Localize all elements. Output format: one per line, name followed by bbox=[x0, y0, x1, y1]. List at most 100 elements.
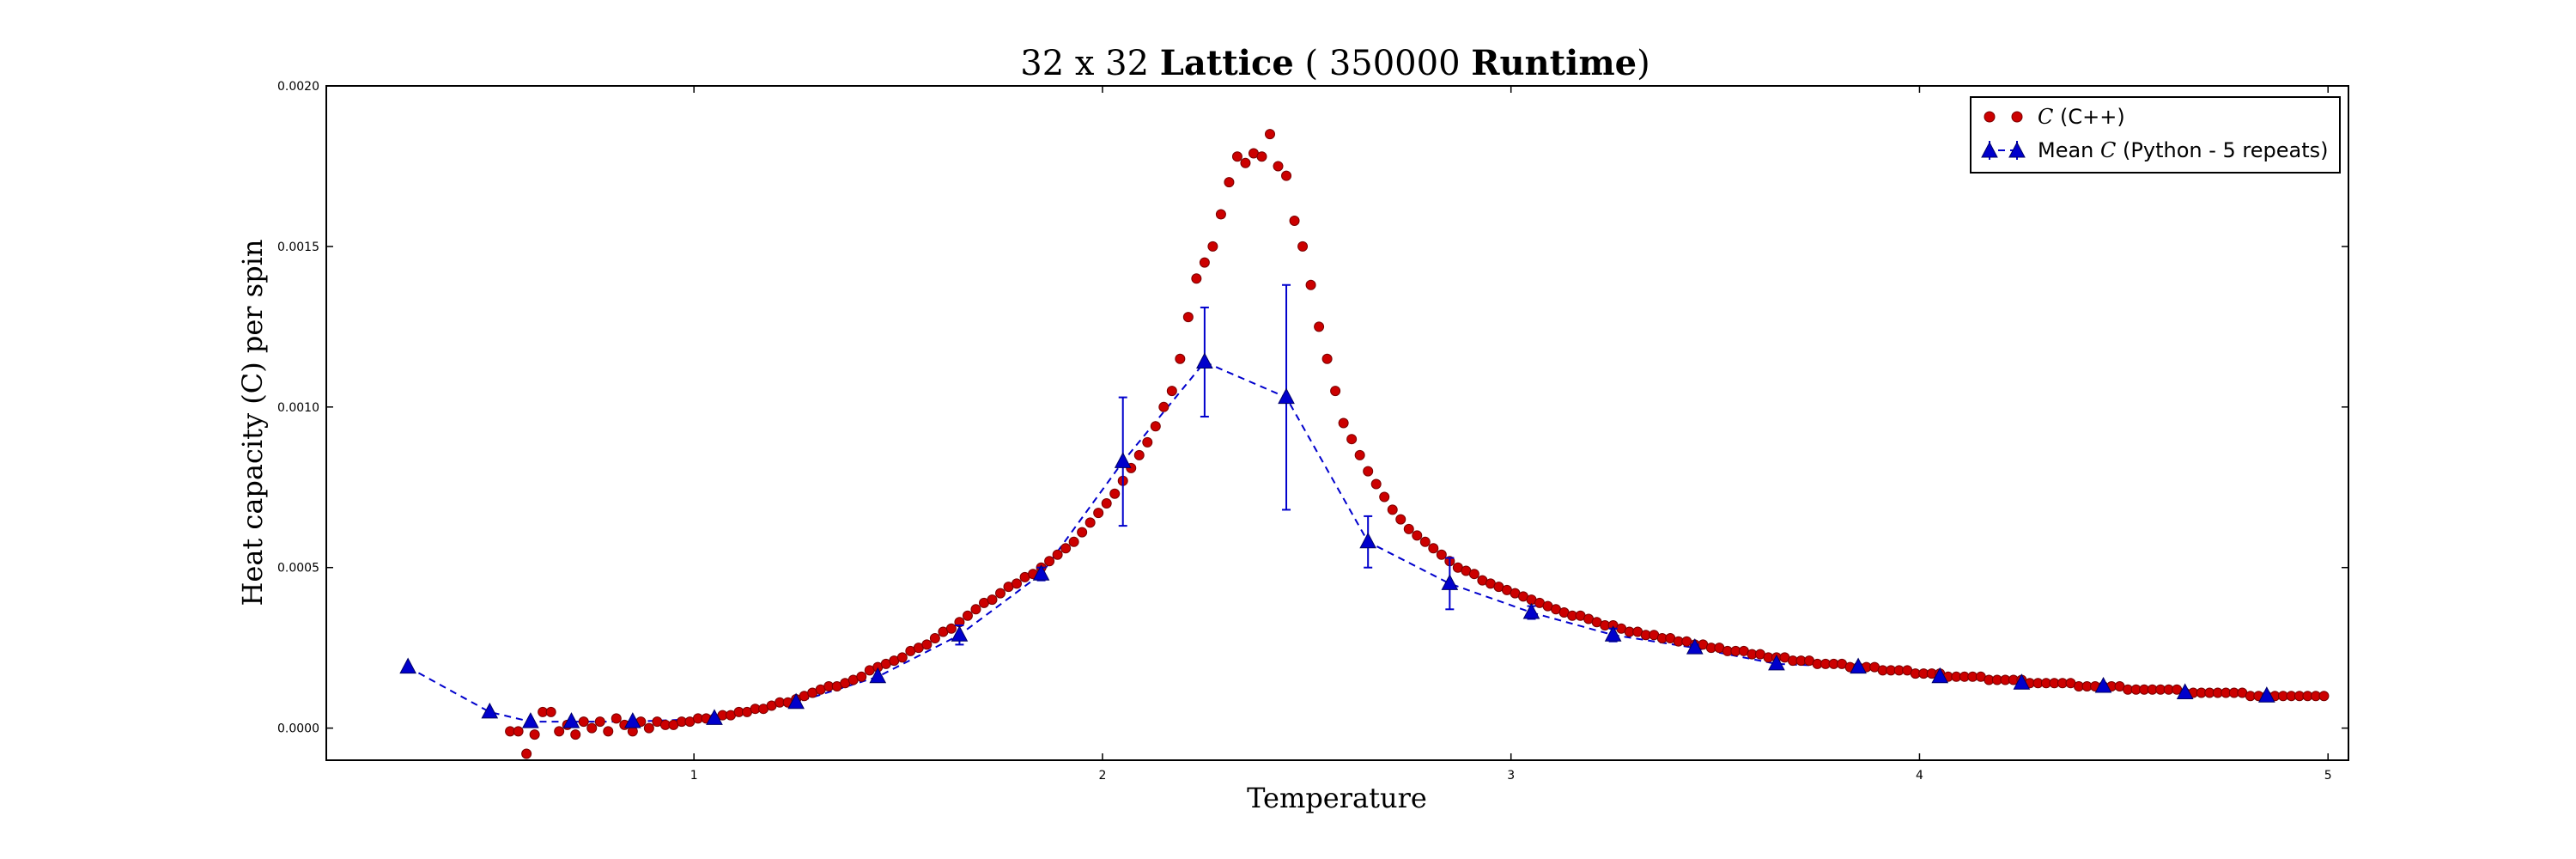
y-tick-label: 0.0005 bbox=[277, 562, 319, 576]
cpp-data-point bbox=[1142, 436, 1153, 448]
python-data-point bbox=[1032, 564, 1050, 581]
cpp-data-point bbox=[1060, 543, 1072, 554]
python-data-point bbox=[1441, 574, 1459, 590]
cpp-data-point bbox=[1256, 151, 1267, 162]
x-tick-label: 4 bbox=[1916, 769, 1923, 783]
cpp-data-point bbox=[521, 748, 532, 759]
x-axis-label: Temperature bbox=[1247, 782, 1427, 814]
python-data-point bbox=[481, 702, 499, 719]
cpp-data-point bbox=[1215, 209, 1226, 220]
cpp-data-point bbox=[945, 623, 957, 634]
legend-python-marker-2 bbox=[2008, 141, 2026, 158]
cpp-data-point bbox=[1305, 279, 1316, 290]
cpp-data-point bbox=[1468, 569, 1479, 580]
cpp-data-point bbox=[1084, 517, 1096, 528]
cpp-data-point bbox=[896, 652, 908, 663]
title-bold-lattice: Lattice bbox=[1160, 43, 1294, 83]
cpp-data-point bbox=[2318, 691, 2330, 702]
cpp-data-point bbox=[962, 610, 973, 621]
python-data-point bbox=[2258, 686, 2275, 703]
python-data-point bbox=[1359, 532, 1377, 549]
cpp-data-point bbox=[1338, 417, 1349, 429]
y-tick-label: 0.0015 bbox=[277, 241, 319, 254]
cpp-data-point bbox=[1419, 536, 1431, 547]
python-data-point bbox=[706, 709, 723, 725]
python-data-point bbox=[2176, 683, 2194, 699]
cpp-data-point bbox=[1273, 161, 1284, 172]
title-mid: ( 350000 bbox=[1294, 44, 1471, 83]
python-data-point bbox=[522, 712, 539, 728]
cpp-data-point bbox=[1224, 177, 1235, 188]
cpp-data-point bbox=[1281, 170, 1292, 181]
cpp-data-point bbox=[1240, 157, 1251, 168]
cpp-data-point bbox=[611, 713, 622, 724]
python-dashed-line bbox=[407, 361, 2267, 723]
python-data-point bbox=[951, 625, 969, 642]
legend-python-marker-1 bbox=[1981, 141, 1998, 158]
chart-title: 32 x 32 Lattice ( 350000 Runtime) bbox=[1020, 43, 1649, 83]
python-data-point bbox=[1196, 352, 1213, 369]
python-data-point bbox=[1850, 657, 1867, 674]
cpp-data-point bbox=[1052, 549, 1063, 560]
legend-python-math: C bbox=[2100, 138, 2116, 162]
x-tick-label: 3 bbox=[1507, 769, 1515, 783]
cpp-data-point bbox=[603, 726, 614, 737]
cpp-data-point bbox=[1265, 129, 1275, 140]
cpp-data-point bbox=[1370, 478, 1382, 490]
cpp-data-point bbox=[1133, 449, 1145, 460]
y-tick-label: 0.0020 bbox=[277, 80, 319, 94]
legend-cpp-rest: (C++) bbox=[2053, 105, 2124, 129]
cpp-data-point bbox=[1199, 257, 1210, 268]
cpp-data-point bbox=[1044, 556, 1055, 567]
python-series-line bbox=[407, 361, 2267, 723]
python-data-point bbox=[869, 667, 887, 684]
cpp-data-point bbox=[1068, 536, 1079, 547]
legend: C (C++) Mean C (Python - 5 repeats) bbox=[1970, 96, 2341, 174]
python-data-point bbox=[1522, 602, 1540, 619]
cpp-data-point bbox=[1379, 491, 1390, 503]
cpp-data-point bbox=[529, 729, 540, 740]
legend-cpp-marker-2 bbox=[2011, 111, 2023, 123]
cpp-data-point bbox=[594, 716, 605, 728]
cpp-data-point bbox=[1231, 151, 1242, 162]
cpp-data-point bbox=[1354, 449, 1365, 460]
axis-ticks: 1 2 3 4 5 0.0000 0.0005 0.0010 0.0015 0.0020 bbox=[277, 80, 2348, 783]
python-data-point bbox=[1114, 452, 1132, 468]
cpp-data-point bbox=[1330, 386, 1341, 397]
cpp-data-point bbox=[987, 594, 998, 606]
title-prefix: 32 x 32 bbox=[1020, 44, 1160, 83]
title-bold-runtime: Runtime bbox=[1471, 43, 1637, 83]
python-data-point bbox=[2013, 673, 2031, 690]
x-tick-label: 5 bbox=[2324, 769, 2332, 783]
python-series-points bbox=[399, 352, 2275, 728]
cpp-data-point bbox=[586, 722, 598, 734]
python-data-point bbox=[1931, 667, 1949, 684]
cpp-data-point bbox=[1363, 466, 1374, 477]
cpp-data-point bbox=[1346, 434, 1358, 445]
cpp-data-point bbox=[1191, 273, 1202, 284]
python-data-point bbox=[562, 712, 580, 728]
cpp-data-point bbox=[570, 729, 581, 740]
y-tick-label: 0.0010 bbox=[277, 401, 319, 415]
python-data-point bbox=[399, 657, 416, 674]
cpp-data-point bbox=[545, 706, 556, 717]
y-tick-label: 0.0000 bbox=[277, 722, 319, 736]
cpp-data-point bbox=[1093, 508, 1104, 519]
y-axis-label: Heat capacity (C) per spin bbox=[236, 239, 269, 606]
python-data-point bbox=[1768, 654, 1785, 671]
legend-cpp-math: C bbox=[2038, 105, 2053, 129]
python-data-point bbox=[787, 692, 805, 710]
cpp-data-point bbox=[643, 722, 654, 734]
python-data-point bbox=[1604, 625, 1622, 642]
cpp-data-point bbox=[1436, 549, 1447, 560]
legend-cpp-marker-1 bbox=[1984, 111, 1996, 123]
legend-python-rest: (Python - 5 repeats) bbox=[2116, 138, 2328, 162]
cpp-data-point bbox=[513, 726, 524, 737]
legend-python-before: Mean bbox=[2038, 138, 2100, 162]
cpp-data-point bbox=[1101, 497, 1112, 509]
cpp-data-point bbox=[1387, 504, 1398, 515]
cpp-data-point bbox=[1321, 353, 1333, 364]
cpp-series-points bbox=[505, 129, 2330, 759]
cpp-data-point bbox=[1314, 321, 1325, 332]
legend-python-label: Mean C (Python - 5 repeats) bbox=[2038, 138, 2329, 162]
